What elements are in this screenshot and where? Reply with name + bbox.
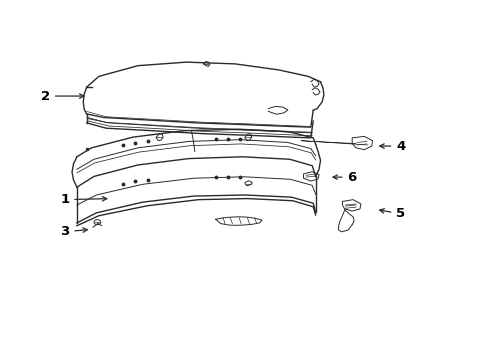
Text: 1: 1 bbox=[60, 193, 107, 206]
Text: 2: 2 bbox=[41, 90, 84, 103]
Text: 5: 5 bbox=[380, 207, 405, 220]
Text: 3: 3 bbox=[60, 225, 87, 238]
Text: 6: 6 bbox=[333, 171, 357, 184]
Text: 4: 4 bbox=[380, 140, 406, 153]
